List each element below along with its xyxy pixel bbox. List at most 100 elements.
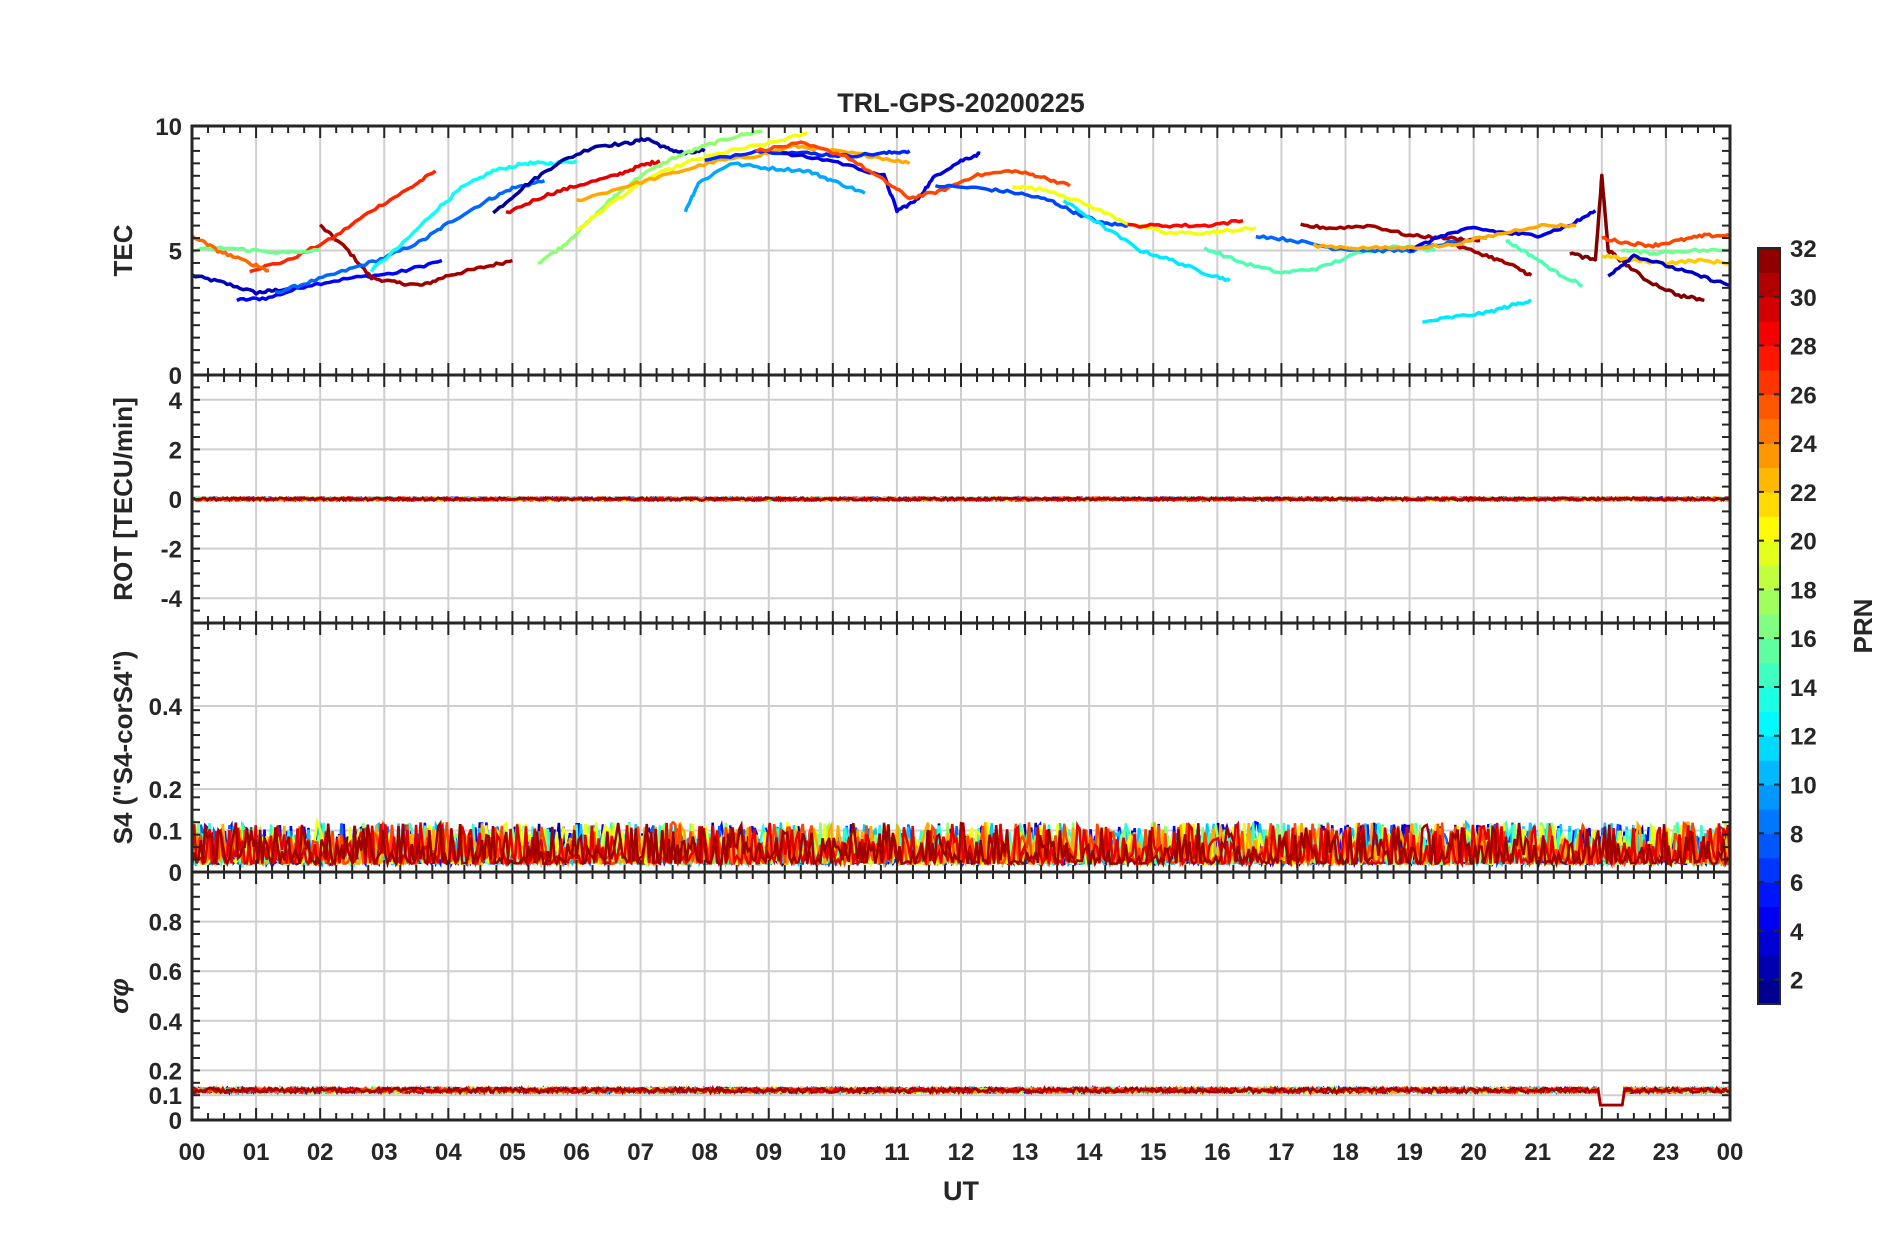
x-tick-label: 02 bbox=[307, 1139, 334, 1166]
tec-series-prn-12 bbox=[1062, 199, 1231, 283]
y-tick-label-s4: 0.2 bbox=[149, 777, 182, 804]
colorbar-band bbox=[1758, 394, 1780, 420]
colorbar-tick-label: 10 bbox=[1790, 773, 1817, 800]
tec-series-prn-8 bbox=[1255, 234, 1487, 254]
y-tick-label-rot: 0 bbox=[169, 487, 182, 514]
tec-series-prn-26 bbox=[1601, 232, 1730, 249]
tec-series-prn-16 bbox=[1620, 247, 1730, 256]
tec-series-prn-31 bbox=[1300, 222, 1481, 243]
tec-series-prn-27 bbox=[249, 169, 437, 274]
colorbar-tick-label: 4 bbox=[1790, 919, 1804, 946]
x-tick-label: 12 bbox=[948, 1139, 975, 1166]
y-tick-label-rot: -2 bbox=[161, 537, 182, 564]
y-tick-label-tec: 0 bbox=[169, 363, 182, 390]
x-axis-ticks: 00 01 02 03 04 05 06 07 08 09 10 11 12 13 14 15 16 17 18 19… bbox=[179, 1139, 1744, 1166]
colorbar-band bbox=[1758, 711, 1780, 737]
colorbar-band bbox=[1758, 565, 1780, 591]
tec-series-prn-3 bbox=[1607, 253, 1730, 288]
x-tick-label: 17 bbox=[1268, 1139, 1295, 1166]
colorbar-tick-label: 16 bbox=[1790, 626, 1817, 653]
x-tick-label: 01 bbox=[243, 1139, 270, 1166]
colorbar-tick-label: 24 bbox=[1790, 431, 1817, 458]
tec-series-prn-29 bbox=[505, 159, 661, 215]
colorbar-band bbox=[1758, 662, 1780, 688]
x-tick-label: 03 bbox=[371, 1139, 398, 1166]
tec-series-prn-13 bbox=[369, 159, 578, 273]
x-tick-label: 19 bbox=[1396, 1139, 1423, 1166]
y-tick-label-sigma_phi: 0.6 bbox=[149, 959, 182, 986]
tec-series-prn-10 bbox=[683, 161, 866, 213]
panel-rot: -4 -2 0 2 4 ROT [TECU/min] bbox=[108, 373, 1732, 625]
tec-series-prn-23 bbox=[1312, 222, 1577, 251]
colorbar-band bbox=[1758, 930, 1780, 956]
colorbar-band bbox=[1758, 443, 1780, 469]
colorbar-tick-label: 22 bbox=[1790, 480, 1817, 507]
x-tick-label: 20 bbox=[1460, 1139, 1487, 1166]
colorbar-band bbox=[1758, 760, 1780, 786]
colorbar-frame bbox=[1757, 247, 1781, 1005]
colorbar-band bbox=[1758, 589, 1780, 615]
tec-series-prn-15 bbox=[1505, 239, 1583, 288]
chart-title: TRL-GPS-20200225 bbox=[837, 88, 1085, 118]
colorbar-band bbox=[1758, 784, 1780, 810]
colorbar-tick-label: 18 bbox=[1790, 577, 1817, 604]
tec-series-prn-5 bbox=[236, 258, 443, 303]
panel-s4: 0 0.1 0.2 0.4 S4 ("S4-corS4") bbox=[108, 621, 1732, 887]
colorbar-band bbox=[1758, 491, 1780, 517]
colorbar-tick-label: 20 bbox=[1790, 529, 1817, 556]
y-tick-label-tec: 5 bbox=[169, 239, 182, 266]
tec-series-prn-17 bbox=[537, 129, 763, 265]
x-tick-label: 13 bbox=[1012, 1139, 1039, 1166]
tec-series-prn-4 bbox=[781, 151, 981, 214]
tec-series-prn-31 bbox=[1447, 241, 1533, 277]
x-tick-label: 05 bbox=[499, 1139, 526, 1166]
y-tick-label-s4: 0.4 bbox=[149, 694, 183, 721]
tec-series-prn-23 bbox=[576, 142, 911, 203]
colorbar-tick-label: 14 bbox=[1790, 675, 1817, 702]
tec-series-prn-25 bbox=[192, 234, 270, 273]
colorbar-band bbox=[1758, 833, 1780, 859]
colorbar-band bbox=[1758, 735, 1780, 761]
x-tick-label: 22 bbox=[1588, 1139, 1615, 1166]
y-axis-label-s4: S4 ("S4-corS4") bbox=[108, 651, 138, 845]
tec-series-prn-6 bbox=[704, 148, 911, 163]
x-tick-label: 16 bbox=[1204, 1139, 1231, 1166]
y-axis-label-rot: ROT [TECU/min] bbox=[108, 397, 138, 601]
colorbar-band bbox=[1758, 467, 1780, 493]
y-tick-label-rot: 2 bbox=[169, 437, 182, 464]
trace-rot-prn-31 bbox=[192, 495, 1730, 503]
tec-series-prn-8 bbox=[274, 179, 546, 295]
panel-sigma_phi: 00.10.2 0.4 0.6 0.8 σφ bbox=[104, 870, 1732, 1135]
x-tick-label: 11 bbox=[884, 1139, 909, 1166]
colorbar-tick-label: 8 bbox=[1790, 821, 1803, 848]
tec-series-prn-12 bbox=[1422, 298, 1532, 324]
colorbar-tick-label: 30 bbox=[1790, 285, 1817, 312]
x-axis-label: UT bbox=[943, 1176, 979, 1206]
y-axis-label-tec: TEC bbox=[108, 224, 138, 276]
tec-series-prn-31 bbox=[318, 223, 513, 287]
colorbar-band bbox=[1758, 248, 1780, 273]
y-tick-label-s4: 0.1 bbox=[149, 819, 182, 846]
y-tick-label-sigma_phi: 0 bbox=[169, 1108, 182, 1135]
colorbar-band bbox=[1758, 296, 1780, 322]
colorbar-band bbox=[1758, 638, 1780, 664]
y-tick-label-tec: 10 bbox=[155, 114, 182, 141]
tec-series-prn-20 bbox=[1012, 184, 1257, 236]
colorbar-band bbox=[1758, 686, 1780, 712]
colorbar-band bbox=[1758, 979, 1780, 1005]
colorbar-tick-label: 32 bbox=[1790, 236, 1817, 263]
x-tick-label: 18 bbox=[1332, 1139, 1359, 1166]
data-tec bbox=[192, 129, 1730, 324]
colorbar-band bbox=[1758, 808, 1780, 834]
tec-series-prn-28 bbox=[1127, 218, 1244, 229]
x-tick-label: 09 bbox=[755, 1139, 782, 1166]
x-tick-label: 15 bbox=[1140, 1139, 1167, 1166]
colorbar-band bbox=[1758, 906, 1780, 932]
y-tick-label-sigma_phi: 0.2 bbox=[149, 1058, 182, 1085]
x-tick-label: 00 bbox=[1717, 1139, 1744, 1166]
colorbar-label: PRN bbox=[1848, 599, 1878, 654]
colorbar-tick-label: 12 bbox=[1790, 724, 1817, 751]
